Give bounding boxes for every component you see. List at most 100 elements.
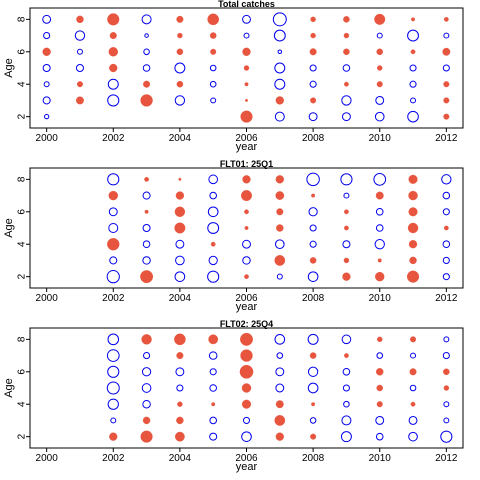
positive-residual-bubble bbox=[343, 257, 350, 264]
negative-residual-bubble bbox=[110, 417, 117, 424]
negative-residual-bubble bbox=[209, 416, 217, 425]
negative-residual-bubble bbox=[274, 111, 285, 122]
x-tick-label: 2008 bbox=[302, 133, 325, 144]
negative-residual-bubble bbox=[408, 431, 418, 442]
x-tick-label: 2008 bbox=[302, 293, 325, 304]
negative-residual-bubble bbox=[107, 78, 119, 90]
y-axis-label: Age bbox=[3, 378, 15, 398]
positive-residual-bubble bbox=[108, 190, 118, 201]
y-tick-label: 6 bbox=[17, 209, 28, 215]
positive-residual-bubble bbox=[407, 222, 419, 234]
negative-residual-bubble bbox=[43, 81, 50, 88]
positive-residual-bubble bbox=[344, 225, 349, 231]
positive-residual-bubble bbox=[410, 49, 416, 55]
negative-residual-bubble bbox=[141, 14, 152, 25]
negative-residual-bubble bbox=[275, 367, 285, 377]
negative-residual-bubble bbox=[210, 97, 217, 104]
negative-residual-bubble bbox=[42, 14, 52, 24]
negative-residual-bubble bbox=[108, 207, 118, 217]
negative-residual-bubble bbox=[142, 223, 151, 233]
positive-residual-bubble bbox=[377, 258, 382, 263]
negative-residual-bubble bbox=[375, 95, 385, 105]
negative-residual-bubble bbox=[410, 352, 417, 359]
positive-residual-bubble bbox=[275, 191, 285, 200]
negative-residual-bubble bbox=[442, 256, 450, 264]
negative-residual-bubble bbox=[342, 240, 351, 249]
positive-residual-bubble bbox=[140, 270, 154, 284]
negative-residual-bubble bbox=[242, 416, 251, 424]
positive-residual-bubble bbox=[375, 191, 384, 200]
positive-residual-bubble bbox=[240, 349, 253, 362]
x-tick-label: 2012 bbox=[435, 453, 458, 464]
negative-residual-bubble bbox=[374, 111, 385, 122]
negative-residual-bubble bbox=[442, 240, 451, 249]
positive-residual-bubble bbox=[443, 97, 450, 104]
negative-residual-bubble bbox=[142, 191, 151, 200]
negative-residual-bubble bbox=[174, 62, 186, 74]
negative-residual-bubble bbox=[144, 33, 149, 38]
negative-residual-bubble bbox=[143, 352, 151, 360]
positive-residual-bubble bbox=[310, 16, 316, 23]
negative-residual-bubble bbox=[376, 32, 383, 39]
positive-residual-bubble bbox=[176, 15, 184, 23]
x-tick-label: 2012 bbox=[435, 293, 458, 304]
negative-residual-bubble bbox=[375, 224, 384, 232]
positive-residual-bubble bbox=[240, 332, 253, 346]
negative-residual-bubble bbox=[74, 30, 86, 41]
negative-residual-bubble bbox=[43, 32, 51, 40]
negative-residual-bubble bbox=[107, 398, 119, 410]
negative-residual-bubble bbox=[373, 173, 387, 186]
positive-residual-bubble bbox=[107, 238, 120, 251]
x-tick-label: 2002 bbox=[102, 133, 125, 144]
positive-residual-bubble bbox=[76, 96, 84, 105]
positive-residual-bubble bbox=[208, 334, 219, 345]
negative-residual-bubble bbox=[107, 333, 120, 346]
negative-residual-bubble bbox=[409, 80, 417, 88]
negative-residual-bubble bbox=[274, 334, 286, 345]
negative-residual-bubble bbox=[108, 223, 119, 233]
positive-residual-bubble bbox=[309, 352, 317, 359]
x-tick-label: 2000 bbox=[36, 453, 59, 464]
negative-residual-bubble bbox=[409, 384, 417, 392]
positive-residual-bubble bbox=[276, 208, 284, 216]
negative-residual-bubble bbox=[309, 80, 317, 88]
y-tick-label: 6 bbox=[17, 49, 28, 55]
positive-residual-bubble bbox=[244, 209, 249, 215]
positive-residual-bubble bbox=[176, 48, 184, 56]
y-axis-label: Age bbox=[3, 218, 15, 238]
x-tick-label: 2010 bbox=[369, 133, 392, 144]
y-tick-label: 2 bbox=[17, 113, 28, 119]
negative-residual-bubble bbox=[209, 368, 217, 376]
positive-residual-bubble bbox=[109, 432, 118, 441]
y-tick-label: 2 bbox=[17, 433, 28, 439]
panel-2: FLT01: 25Q1 2000 2002 2004 2006 2008 2010 2012 2… bbox=[3, 159, 464, 313]
y-axis-label: Age bbox=[3, 58, 15, 78]
y-tick-label: 4 bbox=[17, 241, 28, 247]
y-tick-label: 8 bbox=[17, 16, 28, 22]
positive-residual-bubble bbox=[240, 110, 253, 123]
negative-residual-bubble bbox=[107, 173, 120, 186]
positive-residual-bubble bbox=[408, 174, 418, 184]
positive-residual-bubble bbox=[239, 364, 254, 379]
negative-residual-bubble bbox=[174, 271, 186, 282]
x-tick-label: 2008 bbox=[302, 453, 325, 464]
negative-residual-bubble bbox=[443, 32, 450, 39]
negative-residual-bubble bbox=[109, 256, 118, 265]
x-tick-label: 2004 bbox=[169, 133, 192, 144]
negative-residual-bubble bbox=[443, 417, 450, 424]
negative-residual-bubble bbox=[207, 222, 220, 234]
positive-residual-bubble bbox=[274, 415, 286, 426]
x-tick-label: 2010 bbox=[369, 293, 392, 304]
negative-residual-bubble bbox=[43, 113, 50, 120]
panel-title: Total catches bbox=[218, 0, 275, 9]
negative-residual-bubble bbox=[307, 366, 319, 377]
positive-residual-bubble bbox=[408, 207, 418, 217]
negative-residual-bubble bbox=[107, 365, 120, 378]
positive-residual-bubble bbox=[310, 32, 316, 39]
negative-residual-bubble bbox=[241, 431, 252, 442]
positive-residual-bubble bbox=[343, 48, 350, 56]
positive-residual-bubble bbox=[408, 190, 418, 201]
negative-residual-bubble bbox=[343, 400, 350, 408]
negative-residual-bubble bbox=[276, 273, 283, 280]
positive-residual-bubble bbox=[243, 65, 250, 71]
